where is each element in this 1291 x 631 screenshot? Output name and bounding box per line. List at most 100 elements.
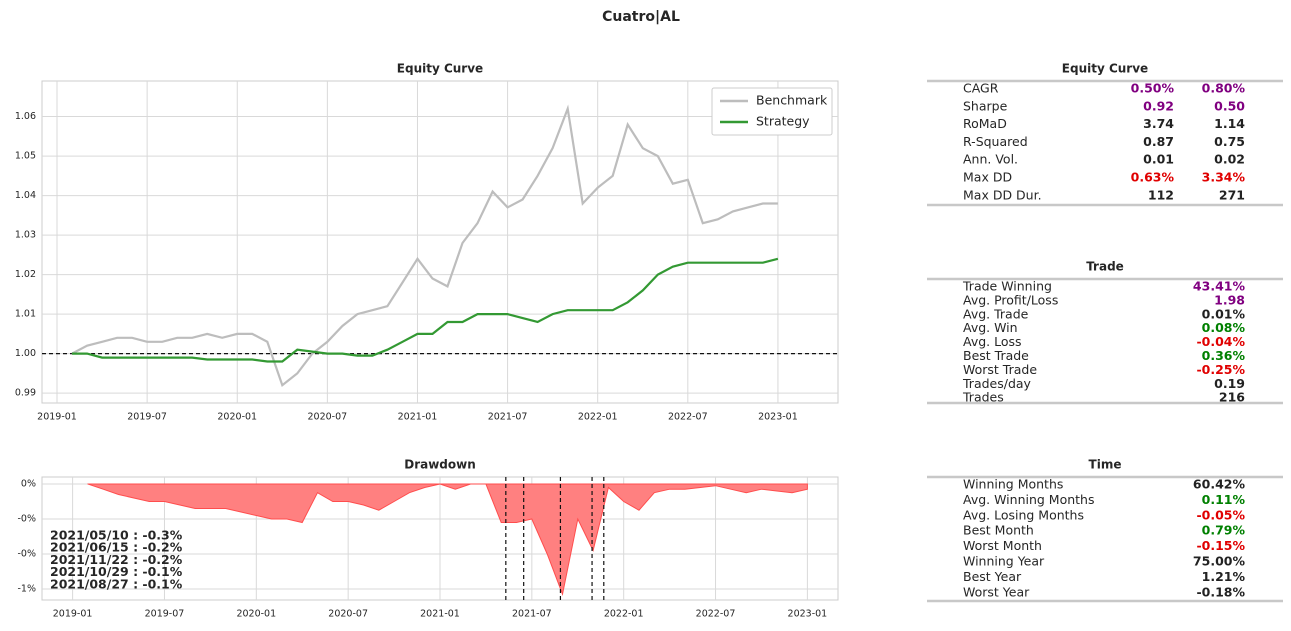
row-label: Best Year [963,569,1022,584]
x-tick-label: 2020-07 [308,412,348,423]
x-tick-label: 2022-07 [696,609,736,620]
legend-label: Strategy [756,114,810,129]
row-value: 0.79% [1202,523,1246,538]
x-tick-label: 2022-01 [604,609,644,620]
chart-title: Equity Curve [397,62,483,76]
row-value: 3.74 [1143,116,1174,131]
row-value: 0.08% [1202,320,1246,335]
y-tick-label: -1% [18,583,37,594]
row-value: -0.15% [1196,538,1245,553]
row-label: Avg. Winning Months [963,492,1095,507]
row-label: Winning Year [963,554,1045,569]
y-tick-label: 1.03 [15,230,36,241]
x-tick-label: 2019-07 [127,412,167,423]
row-value: -0.05% [1196,507,1245,522]
annotation: 2021/11/22 : -0.2% [50,552,183,567]
x-tick-label: 2020-01 [217,412,257,423]
x-tick-label: 2023-01 [758,412,798,423]
row-value: 1.21% [1202,569,1246,584]
row-value: 1.98 [1214,292,1245,307]
row-label: Trades [962,390,1004,405]
row-label: Ann. Vol. [963,152,1018,167]
y-tick-label: 0% [21,478,36,489]
x-tick-label: 2019-07 [145,609,185,620]
plot-area [41,80,839,404]
page-title: Cuatro|AL [602,9,680,25]
row-value: -0.18% [1196,584,1245,599]
row-value: 0.92 [1143,98,1174,113]
row-label: CAGR [963,81,999,96]
row-label: R-Squared [963,134,1028,149]
row-value: 0.75 [1214,134,1245,149]
row-value: 43.41% [1193,279,1246,294]
row-value: 0.11% [1202,492,1246,507]
x-tick-label: 2020-01 [236,609,276,620]
y-tick-label: 1.05 [15,151,36,162]
row-value: 0.01 [1143,152,1174,167]
row-value: 112 [1148,187,1174,202]
row-value: 0.63% [1131,170,1175,185]
row-label: Max DD [963,170,1012,185]
table-title: Equity Curve [1062,62,1148,76]
row-value: 0.36% [1202,348,1246,363]
row-value: 0.87 [1143,134,1174,149]
series-line [72,257,779,363]
row-label: Worst Month [963,538,1042,553]
row-label: Winning Months [963,477,1063,492]
row-value: 0.50 [1214,98,1245,113]
row-label: Worst Trade [963,362,1037,377]
annotation: 2021/08/27 : -0.1% [50,576,183,591]
y-tick-label: 1.04 [15,190,36,201]
row-value: 271 [1219,187,1245,202]
x-tick-label: 2021-01 [420,609,460,620]
x-tick-label: 2019-01 [37,412,77,423]
x-tick-label: 2021-01 [398,412,438,423]
x-tick-label: 2023-01 [788,609,828,620]
row-value: 0.02 [1214,152,1245,167]
row-label: Best Month [963,523,1034,538]
legend-label: Benchmark [756,93,828,108]
annotation: 2021/05/10 : -0.3% [50,528,183,543]
x-tick-label: 2022-07 [668,412,708,423]
x-tick-label: 2020-07 [328,609,368,620]
annotation: 2021/06/15 : -0.2% [50,540,183,555]
y-tick-label: -0% [18,513,37,524]
row-label: Trades/day [962,376,1032,391]
row-value: 0.50% [1131,81,1175,96]
annotation: 2021/10/29 : -0.1% [50,564,183,579]
row-value: 0.80% [1202,81,1246,96]
table-title: Trade [1086,260,1124,274]
row-label: Avg. Losing Months [963,507,1084,522]
y-tick-label: 1.06 [15,111,36,122]
x-tick-label: 2021-07 [488,412,528,423]
row-label: Sharpe [963,98,1008,113]
row-label: RoMaD [963,116,1007,131]
y-tick-label: 0.99 [15,388,36,399]
series-line [71,104,778,388]
row-value: 75.00% [1193,554,1246,569]
chart-title: Drawdown [404,458,476,472]
row-label: Worst Year [963,584,1030,599]
row-value: 3.34% [1202,170,1246,185]
row-value: 0.19 [1214,376,1245,391]
row-label: Avg. Win [963,320,1018,335]
row-label: Avg. Trade [963,306,1029,321]
row-label: Best Trade [963,348,1029,363]
y-tick-label: 1.01 [15,309,36,320]
y-tick-label: 1.02 [15,269,36,280]
row-label: Avg. Loss [963,334,1022,349]
x-tick-label: 2021-07 [512,609,552,620]
y-tick-label: -0% [18,548,37,559]
row-value: 1.14 [1214,116,1245,131]
row-label: Avg. Profit/Loss [963,292,1058,307]
row-label: Trade Winning [962,279,1052,294]
row-value: 0.01% [1202,306,1246,321]
x-tick-label: 2019-01 [53,609,93,620]
row-value: -0.25% [1196,362,1245,377]
row-value: 216 [1219,390,1245,405]
x-tick-label: 2022-01 [578,412,618,423]
table-title: Time [1089,458,1122,472]
row-label: Max DD Dur. [963,187,1042,202]
row-value: -0.04% [1196,334,1245,349]
